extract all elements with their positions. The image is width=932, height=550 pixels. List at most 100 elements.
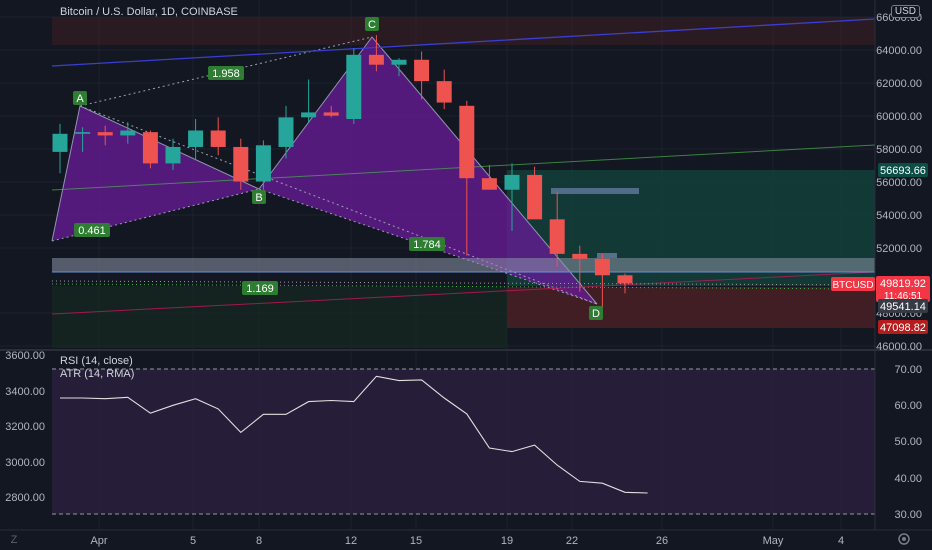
rsi-indicator-label[interactable]: RSI (14, close) bbox=[60, 355, 133, 367]
candle-body[interactable] bbox=[142, 132, 158, 164]
candle-body[interactable] bbox=[436, 81, 452, 103]
rsi-tick: 70.00 bbox=[894, 364, 922, 376]
ratio-label-1 bbox=[208, 66, 244, 80]
gear-icon[interactable] bbox=[898, 533, 910, 545]
point-d-badge bbox=[589, 306, 603, 320]
candle-body[interactable] bbox=[594, 258, 610, 276]
atr-axis[interactable]: 3600.00 3400.00 3200.00 3000.00 2800.00 bbox=[5, 350, 45, 504]
candle-body[interactable] bbox=[52, 133, 68, 152]
small-zone-box[interactable] bbox=[551, 188, 639, 194]
point-a-label: A bbox=[76, 93, 84, 105]
symbol-text: BTCUSD bbox=[832, 280, 873, 291]
price-tick: 52000.00 bbox=[876, 243, 922, 255]
mid-price-text: 49541.14 bbox=[880, 301, 926, 313]
rsi-line[interactable] bbox=[60, 375, 648, 494]
candle-body[interactable] bbox=[188, 130, 204, 147]
atr-tick: 3600.00 bbox=[5, 350, 45, 362]
candle-body[interactable] bbox=[255, 145, 271, 182]
time-tick: 19 bbox=[501, 535, 513, 547]
last-price-text: 49819.92 bbox=[880, 278, 926, 290]
small-zone-box-2[interactable] bbox=[597, 253, 617, 258]
target-price-badge bbox=[878, 163, 928, 177]
price-tick: 60000.00 bbox=[876, 111, 922, 123]
candle-body[interactable] bbox=[617, 275, 633, 284]
point-d-label: D bbox=[592, 308, 600, 320]
candle-body[interactable] bbox=[527, 174, 543, 220]
chart-title: Bitcoin / U.S. Dollar, 1D, COINBASE bbox=[60, 6, 238, 18]
candle-body[interactable] bbox=[346, 54, 362, 119]
pattern-solid-lines bbox=[51, 36, 598, 305]
atr-tick: 2800.00 bbox=[5, 492, 45, 504]
stop-price-text: 47098.82 bbox=[880, 322, 926, 334]
time-tick: 8 bbox=[256, 535, 262, 547]
candle-body[interactable] bbox=[481, 178, 497, 190]
time-tick: Apr bbox=[90, 535, 107, 547]
trendline-upper[interactable] bbox=[51, 18, 876, 67]
candle-body[interactable] bbox=[75, 132, 91, 134]
candle-body[interactable] bbox=[323, 112, 339, 116]
ratio-label-3 bbox=[409, 237, 445, 251]
currency-badge[interactable]: USD bbox=[890, 5, 920, 18]
candle-body[interactable] bbox=[120, 130, 136, 136]
pattern-triangle-bcd[interactable] bbox=[259, 37, 597, 304]
rsi-tick: 40.00 bbox=[894, 473, 922, 485]
time-tick: May bbox=[763, 535, 784, 547]
candle-body[interactable] bbox=[97, 132, 113, 136]
price-tick: 64000.00 bbox=[876, 45, 922, 57]
ratio-text-3: 1.784 bbox=[413, 239, 441, 251]
symbol-badge bbox=[831, 277, 875, 291]
time-tick: 5 bbox=[190, 535, 196, 547]
trendline-lower[interactable] bbox=[51, 271, 876, 315]
point-a-badge bbox=[73, 91, 87, 105]
candle-body[interactable] bbox=[278, 117, 294, 147]
point-c-badge bbox=[365, 17, 379, 31]
pattern-point-labels: A B C D bbox=[73, 17, 603, 320]
point-c-label: C bbox=[368, 19, 376, 31]
candle-body[interactable] bbox=[504, 174, 520, 190]
candle-body[interactable] bbox=[549, 219, 565, 254]
candle-body[interactable] bbox=[572, 253, 588, 259]
price-tick: 54000.00 bbox=[876, 210, 922, 222]
candle-body[interactable] bbox=[233, 146, 249, 182]
candles[interactable] bbox=[52, 35, 633, 310]
tradingview-logo-icon[interactable]: Z bbox=[11, 534, 18, 546]
rsi-band bbox=[52, 369, 875, 514]
last-price-badge bbox=[876, 276, 930, 302]
atr-tick: 3000.00 bbox=[5, 457, 45, 469]
ratio-text-4: 1.169 bbox=[246, 283, 274, 295]
pattern-triangle-xab[interactable] bbox=[52, 106, 259, 241]
candle-body[interactable] bbox=[414, 59, 430, 82]
price-badges: 56693.66 BTCUSD 49819.92 11:46:51 49541.… bbox=[831, 163, 930, 334]
time-tick: 4 bbox=[838, 535, 844, 547]
target-price-text: 56693.66 bbox=[880, 165, 926, 177]
candle-body[interactable] bbox=[459, 105, 475, 179]
resistance-zone bbox=[52, 17, 875, 45]
support-zone bbox=[52, 286, 507, 348]
price-tick: 58000.00 bbox=[876, 144, 922, 156]
point-b-label: B bbox=[255, 192, 262, 204]
ratio-text-1: 1.958 bbox=[212, 68, 240, 80]
candle-body[interactable] bbox=[391, 59, 407, 65]
time-tick: 22 bbox=[566, 535, 578, 547]
horizontal-zone[interactable] bbox=[52, 258, 875, 272]
rsi-tick: 50.00 bbox=[894, 436, 922, 448]
atr-tick: 3200.00 bbox=[5, 421, 45, 433]
time-axis[interactable]: Apr 5 8 12 15 19 22 26 May 4 bbox=[90, 535, 844, 547]
price-tick: 46000.00 bbox=[876, 341, 922, 353]
countdown-text: 11:46:51 bbox=[884, 291, 923, 302]
long-stop-zone[interactable] bbox=[507, 287, 875, 328]
point-b-badge bbox=[252, 190, 266, 204]
candle-body[interactable] bbox=[368, 54, 384, 65]
candle-body[interactable] bbox=[210, 130, 226, 147]
mid-price-badge bbox=[878, 299, 928, 313]
rsi-tick: 30.00 bbox=[894, 509, 922, 521]
rsi-tick: 60.00 bbox=[894, 400, 922, 412]
time-tick: 12 bbox=[345, 535, 357, 547]
price-tick: 56000.00 bbox=[876, 177, 922, 189]
rsi-axis[interactable]: 70.00 60.00 50.00 40.00 30.00 bbox=[894, 364, 922, 521]
candle-body[interactable] bbox=[301, 112, 317, 118]
candle-body[interactable] bbox=[165, 146, 181, 164]
ratio-labels: 1.958 0.461 1.784 1.169 bbox=[74, 66, 445, 295]
atr-indicator-label[interactable]: ATR (14, RMA) bbox=[60, 368, 135, 380]
